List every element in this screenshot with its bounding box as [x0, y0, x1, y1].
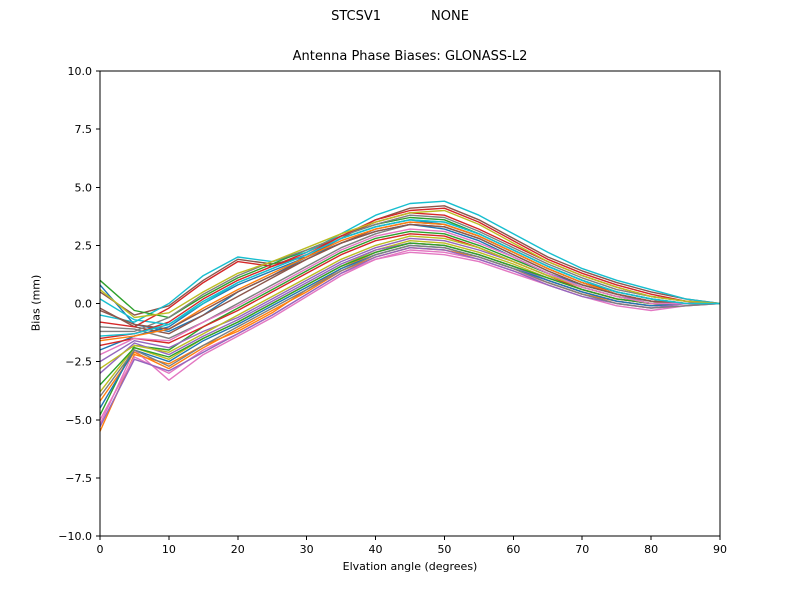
series-line-12	[99, 246, 720, 402]
y-tick-label: −7.5	[65, 472, 92, 485]
series-line-03	[99, 230, 720, 416]
y-tick-label: 0.0	[75, 298, 93, 311]
series-line-30	[99, 219, 720, 337]
series-line-26	[99, 223, 720, 330]
y-tick-label: −5.0	[65, 414, 92, 427]
x-tick-label: 90	[713, 543, 727, 556]
series-line-29	[99, 209, 721, 319]
series-line-28	[99, 244, 721, 397]
series-line-06	[99, 205, 721, 316]
series-line-27	[99, 228, 720, 356]
suptitle-right: NONE	[431, 9, 469, 24]
y-tick-label: −2.5	[65, 356, 92, 369]
x-tick-label: 60	[506, 543, 520, 556]
series-line-23	[99, 242, 720, 386]
suptitle-left: STCSV1	[331, 9, 382, 24]
y-tick-label: −10.0	[58, 530, 92, 543]
x-tick-label: 20	[231, 543, 245, 556]
series-line-02	[99, 242, 720, 432]
x-axis-label: Elvation angle (degrees)	[342, 560, 478, 573]
series-line-18	[100, 214, 721, 333]
series-line-25	[99, 246, 720, 428]
y-tick-label: 2.5	[75, 239, 93, 252]
series-line-24	[99, 207, 721, 328]
x-tick-label: 10	[162, 543, 176, 556]
axes-title: Antenna Phase Biases: GLONASS-L2	[292, 49, 528, 64]
series-line-22	[99, 221, 720, 342]
x-tick-label: 30	[300, 543, 314, 556]
series-line-10	[99, 200, 721, 323]
series-line-07	[99, 249, 721, 425]
suptitle: STCSV1 NONE	[0, 9, 800, 24]
x-tick-label: 70	[575, 543, 589, 556]
y-tick-label: 10.0	[68, 65, 93, 78]
x-tick-label: 50	[437, 543, 451, 556]
series-line-17	[99, 251, 721, 421]
x-tick-label: 40	[369, 543, 383, 556]
y-tick-label: 7.5	[75, 123, 93, 136]
y-tick-label: 5.0	[75, 181, 93, 194]
x-tick-label: 0	[97, 543, 104, 556]
x-tick-label: 80	[644, 543, 658, 556]
